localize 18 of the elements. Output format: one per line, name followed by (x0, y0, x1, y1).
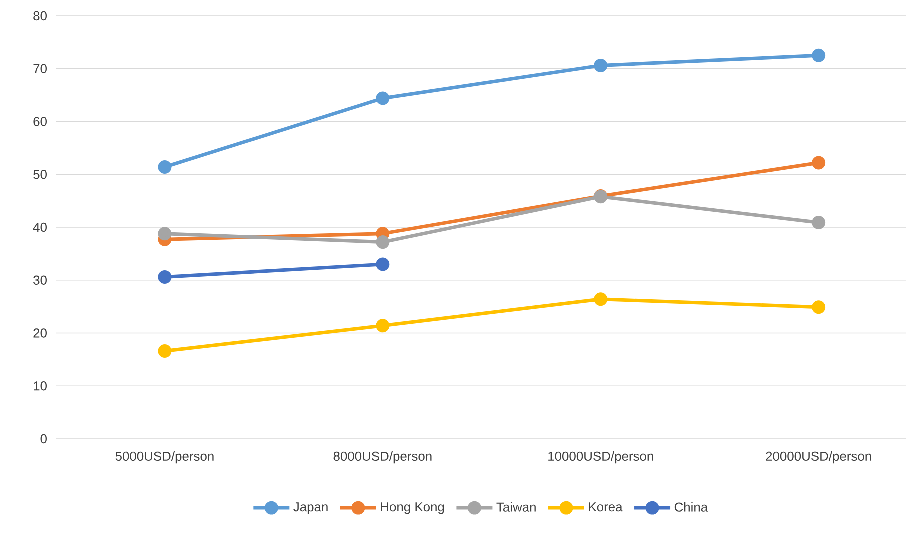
legend-label: Taiwan (496, 502, 536, 512)
y-tick-label: 0 (40, 434, 47, 444)
y-tick-label: 60 (34, 117, 47, 126)
legend-label: China (674, 502, 708, 512)
y-tick-label: 20 (34, 328, 47, 338)
y-tick-label: 50 (34, 170, 47, 180)
y-tick-label: 40 (33, 222, 47, 232)
y-tick-label: 80 (34, 11, 47, 21)
x-tick-label: 10000USD/person (548, 452, 654, 464)
y-tick-label: 10 (34, 382, 47, 391)
legend-label: Japan (294, 502, 328, 514)
y-tick-label: 30 (34, 276, 47, 285)
x-tick-label: 8000USD/person (334, 452, 432, 464)
legend-label: Korea (589, 502, 623, 512)
y-tick-label: 70 (34, 64, 47, 74)
legend-label: Hong Kong (381, 502, 444, 514)
x-tick-label: 5000USD/person (116, 452, 214, 464)
x-tick-label: 20000USD/person (766, 452, 872, 464)
